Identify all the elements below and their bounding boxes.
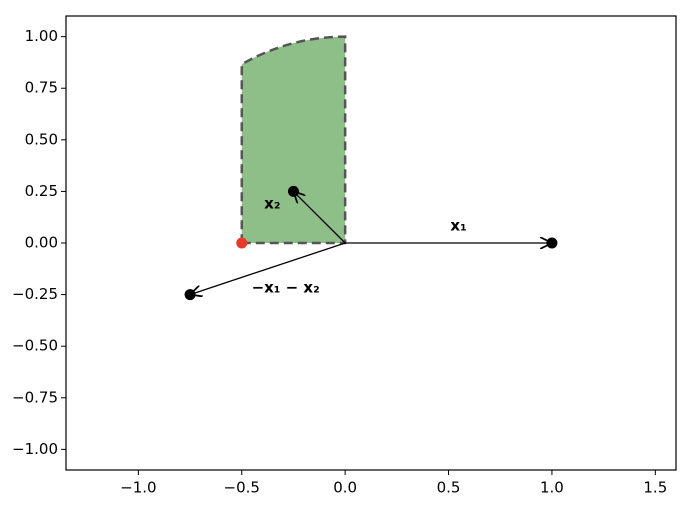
vector-label: −x₁ − x₂ <box>252 278 320 296</box>
y-tick-label: −0.25 <box>12 285 58 303</box>
y-tick-label: 0.75 <box>25 79 58 97</box>
point <box>287 185 299 197</box>
vector-arrow <box>190 242 346 295</box>
point <box>546 237 558 249</box>
x-tick-label: 1.0 <box>540 479 564 497</box>
y-tick-label: −0.50 <box>12 337 58 355</box>
x-tick-label: 0.0 <box>333 479 357 497</box>
y-tick-label: −1.00 <box>12 440 58 458</box>
point <box>236 237 248 249</box>
y-tick-label: 1.00 <box>25 27 58 45</box>
point <box>184 289 196 301</box>
x-tick-label: −1.0 <box>120 479 156 497</box>
x-tick-label: 1.5 <box>643 479 667 497</box>
y-tick-label: 0.00 <box>25 234 58 252</box>
region <box>240 35 347 245</box>
x-tick-label: 0.5 <box>437 479 461 497</box>
vector-label: x₂ <box>264 195 280 213</box>
y-tick-label: 0.25 <box>25 182 58 200</box>
x-tick-label: −0.5 <box>224 479 260 497</box>
vector-arrow <box>293 191 346 244</box>
y-tick-label: −0.75 <box>12 388 58 406</box>
y-tick-label: 0.50 <box>25 130 58 148</box>
vector-label: x₁ <box>450 217 466 235</box>
